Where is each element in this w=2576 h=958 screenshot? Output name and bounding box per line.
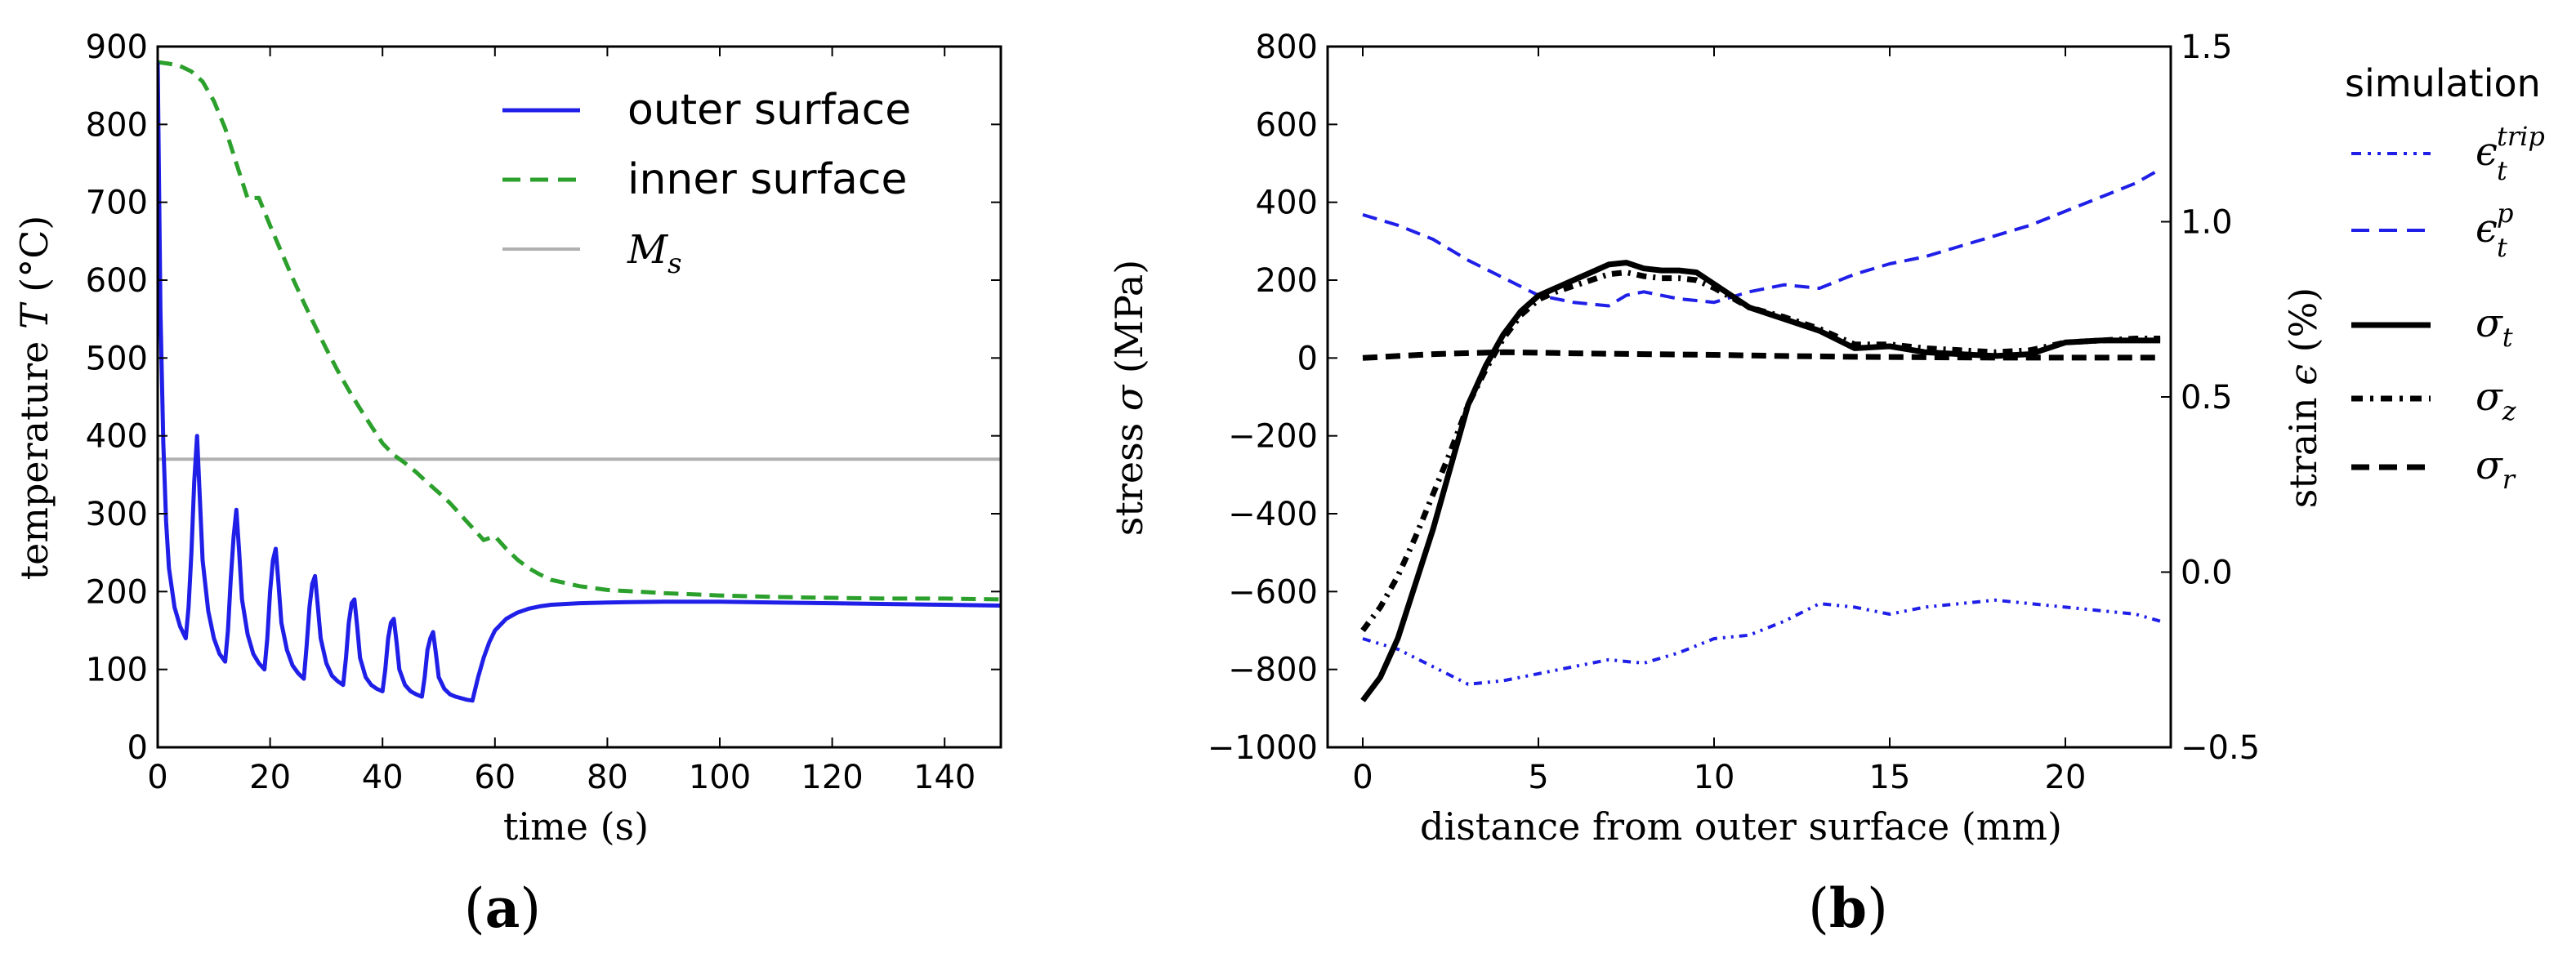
y-tick-label-left: 600 [1256, 106, 1318, 144]
panel-a-axes: 0 20 40 60 80 100 120 140 0 100 200 300 400 500 600 700… [86, 29, 1002, 796]
y-tick-label-right: 0.5 [2181, 379, 2233, 417]
x-tick-label: 20 [2045, 759, 2087, 796]
series-line-sigma-r [1362, 349, 2161, 361]
y-tick-label: 200 [86, 573, 148, 611]
y-tick-label: 800 [86, 106, 148, 144]
panel-a-caption: (a) [464, 876, 541, 940]
panel-a-y-label-text: temperature [12, 329, 56, 580]
x-tick-label: 0 [147, 759, 167, 796]
legend-label: ϵtrip t [2476, 121, 2545, 186]
panel-a-y-label-var: T [12, 301, 56, 329]
y-tick-label: 400 [86, 418, 148, 456]
panel-b-plot-area [1360, 167, 2162, 702]
legend-label: σr [2476, 443, 2516, 495]
panel-b-left-y-label-var: σ [1107, 384, 1151, 411]
panel-b-right-y-label-unit: (%) [2281, 287, 2325, 364]
y-tick-label: 500 [86, 340, 148, 377]
y-tick-label: 0 [127, 729, 148, 767]
legend-label: σz [2476, 374, 2517, 426]
series-line-epsilon-t-trip [1362, 598, 2161, 686]
y-tick-label: 700 [86, 185, 148, 222]
panel-a-letter: a [485, 876, 520, 940]
legend-title: simulation [2345, 61, 2541, 105]
legend-label: σt [2476, 301, 2513, 353]
panel-b-right-y-label-var: ϵ [2281, 364, 2325, 385]
panel-a-y-label-unit: (°C) [12, 216, 56, 305]
y-tick-label-left: −800 [1228, 652, 1318, 689]
panel-b-left-y-label-text: stress [1107, 411, 1151, 536]
legend-label: ϵp t [2476, 198, 2513, 263]
panel-b-x-axis-label: distance from outer surface (mm) [1420, 804, 2062, 849]
y-tick-label-left: 200 [1256, 262, 1318, 300]
series-line-sigma-t [1360, 260, 2161, 702]
panel-b-legend: simulation ϵtrip t ϵp t σt σz σr [2345, 61, 2545, 495]
x-tick-label: 140 [913, 759, 975, 796]
panel-b-right-y-axis-label: strain ϵ (%) [2281, 287, 2325, 508]
series-line-inner-surface [158, 60, 1001, 602]
y-tick-label-left: 800 [1256, 29, 1318, 66]
x-tick-label: 120 [801, 759, 863, 796]
y-tick-label-left: −1000 [1208, 729, 1318, 767]
panel-b-chart: 0 5 10 15 20 −1000 −800 −600 −400 −200 0 200 400 600 8… [1107, 29, 2545, 940]
legend-label: outer surface [627, 86, 911, 135]
panel-a-x-axis-label: time (s) [503, 804, 649, 849]
y-tick-label-right: 1.5 [2181, 29, 2233, 66]
legend-label: inner surface [627, 155, 907, 204]
panel-b-right-y-label-text: strain [2281, 385, 2325, 508]
y-tick-label: 100 [86, 652, 148, 689]
x-tick-label: 5 [1528, 759, 1548, 796]
series-line-sigma-z [1360, 270, 2161, 633]
series-line-epsilon-t-p [1362, 167, 2162, 308]
panel-b-letter: b [1829, 876, 1867, 940]
y-tick-label: 600 [86, 262, 148, 300]
panel-a-chart: 0 20 40 60 80 100 120 140 0 100 200 300 400 500 600 700… [12, 29, 1002, 940]
x-tick-label: 100 [689, 759, 751, 796]
y-tick-label-right: −0.5 [2181, 729, 2260, 767]
panel-b-left-y-label-unit: (MPa) [1107, 260, 1151, 385]
y-tick-label: 900 [86, 29, 148, 66]
y-tick-label: 300 [86, 496, 148, 533]
x-tick-label: 40 [362, 759, 404, 796]
series-line-outer-surface [158, 62, 1001, 703]
y-tick-label-left: 400 [1256, 185, 1318, 222]
y-tick-label-left: 0 [1297, 340, 1318, 377]
x-tick-label: 10 [1694, 759, 1735, 796]
y-tick-label-left: −200 [1228, 418, 1318, 456]
panel-b-left-y-axis-label: stress σ (MPa) [1107, 260, 1151, 536]
legend-label: Ms [627, 227, 682, 280]
x-tick-label: 0 [1352, 759, 1373, 796]
panel-a-frame [156, 45, 1002, 749]
y-tick-label-right: 0.0 [2181, 555, 2233, 592]
panel-a-legend: outer surface inner surface Ms [502, 86, 911, 280]
x-tick-label: 80 [587, 759, 628, 796]
x-tick-label: 15 [1869, 759, 1911, 796]
y-tick-label-left: −600 [1228, 573, 1318, 611]
y-tick-label-left: −400 [1228, 496, 1318, 533]
y-tick-label-right: 1.0 [2181, 204, 2233, 242]
panel-a-plot-area [158, 60, 1001, 703]
panel-b-caption: (b) [1808, 876, 1888, 940]
x-tick-label: 20 [249, 759, 291, 796]
panel-b-frame [1326, 45, 2172, 749]
panel-b-axes: 0 5 10 15 20 −1000 −800 −600 −400 −200 0 200 400 600 8… [1208, 29, 2260, 796]
panel-a-y-axis-label: temperature T (°C) [12, 216, 56, 581]
x-tick-label: 60 [474, 759, 516, 796]
